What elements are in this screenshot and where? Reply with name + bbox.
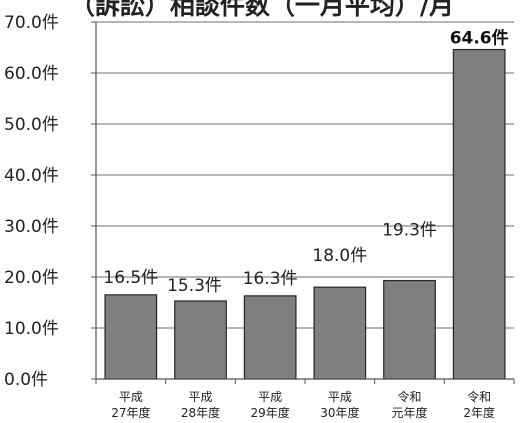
- y-tick-label: 0.0件: [4, 370, 48, 390]
- data-label-5: 64.6件: [450, 28, 509, 49]
- y-axis-tick-labels: 0.0件 10.0件 20.0件 30.0件 40.0件 50.0件 60.0件 70.0件: [4, 13, 59, 390]
- y-tick-label: 40.0件: [4, 166, 59, 186]
- bar-0: [104, 294, 158, 380]
- data-label-0: 16.5件: [103, 268, 158, 288]
- chart-title: （訴訟）相談件数（一月平均）/月: [70, 0, 454, 20]
- bar-2: [243, 295, 297, 380]
- bar-4: [383, 279, 436, 380]
- x-tick-label-line2: 30年度: [320, 405, 359, 420]
- data-label-3: 18.0件: [312, 246, 367, 266]
- x-tick-label-line2: 元年度: [391, 405, 427, 420]
- y-tick-label: 30.0件: [4, 217, 59, 237]
- x-tick-label-line1: 令和: [467, 389, 491, 404]
- data-label-1: 15.3件: [167, 276, 222, 296]
- x-tick-label-line1: 平成: [328, 390, 352, 404]
- y-tick-label: 60.0件: [4, 64, 59, 84]
- data-label-2: 16.3件: [243, 269, 298, 289]
- bar-5: [452, 48, 506, 380]
- x-tick-label-line2: 28年度: [181, 405, 220, 420]
- gridlines: [96, 21, 514, 329]
- x-tick-label-line1: 令和: [397, 389, 421, 404]
- x-tick-label-line2: 2年度: [463, 405, 495, 420]
- bar-3: [313, 286, 367, 380]
- bar-1: [174, 300, 227, 380]
- x-tick-label-line2: 29年度: [251, 405, 290, 420]
- data-labels: 16.5件 15.3件 16.3件 18.0件 19.3件 64.6件: [103, 28, 508, 296]
- y-tick-label: 10.0件: [4, 319, 59, 339]
- data-label-4: 19.3件: [382, 221, 437, 241]
- x-tick-label-line1: 平成: [258, 390, 282, 404]
- y-tick-label: 50.0件: [4, 115, 59, 135]
- bars: [104, 48, 506, 380]
- axes: [91, 21, 515, 384]
- x-tick-label-line2: 27年度: [111, 405, 150, 420]
- y-tick-label: 20.0件: [4, 268, 59, 288]
- x-tick-label-line1: 平成: [188, 390, 212, 404]
- x-tick-label-line1: 平成: [119, 390, 143, 404]
- y-tick-label: 70.0件: [4, 13, 59, 33]
